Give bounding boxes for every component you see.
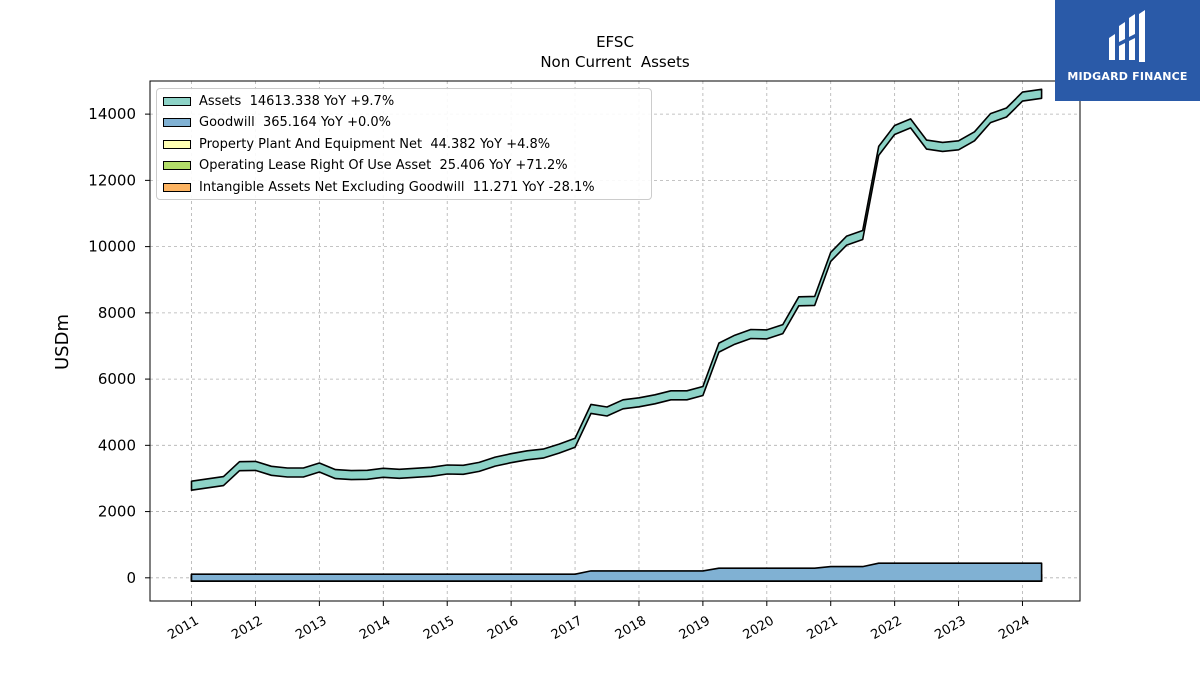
x-tick-label: 2019: [677, 613, 713, 643]
x-tick-label: 2024: [996, 613, 1032, 643]
legend-label: Intangible Assets Net Excluding Goodwill…: [199, 179, 595, 195]
chart-subtitle: Non Current Assets: [540, 53, 690, 71]
y-axis-label: USDm: [52, 314, 73, 370]
logo-text: MIDGARD FINANCE: [1067, 70, 1188, 83]
legend-swatch: [163, 182, 191, 192]
y-tick-label: 10000: [88, 238, 136, 256]
series-areas: [190, 88, 1043, 582]
legend-label: Property Plant And Equipment Net 44.382 …: [199, 136, 551, 152]
y-tick-label: 6000: [98, 370, 136, 388]
x-tick-label: 2012: [229, 613, 265, 643]
y-tick-label: 2000: [98, 503, 136, 521]
legend-swatch: [163, 96, 191, 106]
x-tick-label: 2017: [549, 613, 585, 643]
x-tick-label: 2016: [485, 613, 521, 643]
x-tick-label: 2011: [165, 613, 201, 643]
legend-item: Assets 14613.338 YoY +9.7%: [163, 93, 394, 109]
legend-item: Intangible Assets Net Excluding Goodwill…: [163, 179, 595, 195]
x-tick-label: 2014: [357, 613, 393, 643]
y-tick-label: 8000: [98, 304, 136, 322]
legend-item: Goodwill 365.164 YoY +0.0%: [163, 115, 391, 131]
series-area-assets: [190, 88, 1043, 491]
legend-swatch: [163, 118, 191, 127]
logo: MIDGARD FINANCE: [1055, 0, 1200, 101]
x-tick-label: 2022: [868, 613, 904, 643]
y-tick-label: 0: [126, 569, 136, 587]
logo-mark-icon: [1109, 10, 1145, 62]
legend-label: Assets 14613.338 YoY +9.7%: [199, 93, 395, 109]
x-tick-label: 2020: [741, 613, 777, 643]
legend-item: Operating Lease Right Of Use Asset 25.40…: [163, 158, 568, 174]
x-tick-label: 2013: [293, 613, 329, 643]
y-tick-label: 14000: [88, 105, 136, 123]
legend-label: Operating Lease Right Of Use Asset 25.40…: [199, 158, 568, 173]
chart-title: EFSC: [596, 33, 634, 51]
legend-item: Property Plant And Equipment Net 44.382 …: [163, 136, 550, 152]
y-tick-label: 4000: [98, 436, 136, 454]
plot-frame: [149, 80, 1081, 602]
legend-swatch: [163, 161, 191, 170]
x-tick-label: 2023: [932, 613, 968, 643]
x-tick-label: 2015: [421, 613, 457, 643]
y-tick-label: 12000: [88, 171, 136, 189]
legend: Assets 14613.338 YoY +9.7% Goodwill 365.1…: [156, 88, 652, 200]
series-area-goodwill: [190, 562, 1043, 582]
legend-label: Goodwill 365.164 YoY +0.0%: [199, 115, 392, 130]
x-tick-label: 2021: [805, 613, 841, 643]
legend-swatch: [163, 139, 191, 149]
x-tick-label: 2018: [613, 613, 649, 643]
